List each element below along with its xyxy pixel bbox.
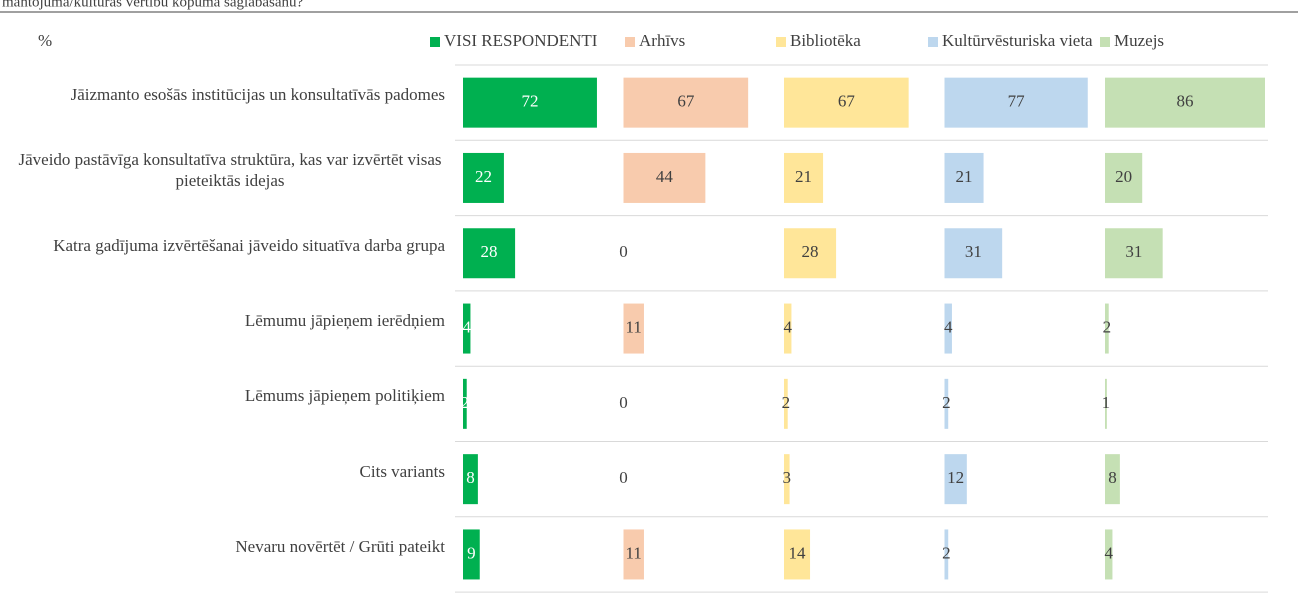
value-label: 2 [1103, 317, 1112, 336]
bar [944, 303, 952, 354]
bar [944, 228, 1003, 279]
bar [944, 529, 949, 580]
bar [1105, 378, 1107, 429]
value-label: 72 [521, 92, 538, 111]
chart-title: mantojuma/kultūras vērtību kopuma saglab… [2, 0, 304, 10]
category-label: Katra gadījuma izvērtēšanai jāveido situ… [10, 208, 445, 283]
value-label: 67 [677, 92, 695, 111]
bar [944, 378, 949, 429]
bar [463, 152, 504, 203]
bar [623, 152, 706, 203]
value-label: 0 [619, 393, 628, 412]
value-label: 14 [789, 543, 807, 562]
category-text: Jāizmanto esošās institūcijas un konsult… [70, 85, 445, 104]
bar [1105, 454, 1120, 505]
legend-swatch [928, 37, 938, 47]
category-text: Jāveido pastāvīga konsultatīva struktūra… [18, 149, 442, 190]
category-label: Lēmumu jāpieņem ierēdņiem [10, 283, 445, 358]
bar [944, 152, 984, 203]
bar [784, 378, 788, 429]
bar [1105, 228, 1163, 279]
unit-label: % [38, 31, 52, 50]
value-label: 12 [947, 468, 964, 487]
value-label: 20 [1115, 167, 1132, 186]
bar [463, 378, 467, 429]
bar [463, 454, 478, 505]
bar [623, 529, 644, 580]
bar [784, 303, 792, 354]
value-label: 21 [956, 167, 973, 186]
value-label: 11 [626, 543, 642, 562]
value-label: 86 [1177, 92, 1194, 111]
value-label: 21 [795, 167, 812, 186]
bar [944, 77, 1088, 128]
legend-label: Muzejs [1114, 31, 1164, 50]
legend-label: Bibliotēka [790, 31, 861, 50]
bar [1105, 303, 1109, 354]
bar [784, 77, 909, 128]
value-label: 67 [838, 92, 856, 111]
value-label: 28 [802, 242, 819, 261]
value-label: 2 [942, 543, 951, 562]
bar [1105, 152, 1143, 203]
value-label: 77 [1008, 92, 1026, 111]
bar [1105, 529, 1113, 580]
category-text: Lēmumu jāpieņem ierēdņiem [244, 310, 445, 330]
value-label: 22 [475, 167, 492, 186]
category-text: Cits variants [359, 461, 445, 481]
value-label: 4 [783, 317, 792, 336]
value-label: 2 [461, 393, 470, 412]
value-label: 31 [1125, 242, 1142, 261]
value-label: 2 [942, 393, 951, 412]
bar [784, 454, 790, 505]
value-label: 11 [626, 317, 642, 336]
bar [623, 77, 749, 128]
category-label: Nevaru novērtēt / Grūti pateikt [10, 509, 445, 584]
value-label: 31 [965, 242, 982, 261]
category-text: Nevaru novērtēt / Grūti pateikt [235, 536, 445, 556]
category-label: Jāveido pastāvīga konsultatīva struktūra… [10, 132, 445, 207]
bar [463, 77, 597, 128]
bar [623, 303, 644, 354]
category-label: Jāizmanto esošās institūcijas un konsult… [10, 57, 445, 132]
bar [784, 152, 824, 203]
value-label: 9 [467, 543, 476, 562]
legend-swatch [1100, 37, 1110, 47]
value-label: 44 [656, 167, 674, 186]
legend-swatch [625, 37, 635, 47]
value-label: 3 [783, 468, 792, 487]
category-text: Lēmums jāpieņem politiķiem [244, 386, 445, 406]
value-label: 1 [1102, 393, 1111, 412]
value-label: 2 [782, 393, 791, 412]
bar [1105, 77, 1265, 128]
bar [463, 529, 480, 580]
bar [463, 228, 516, 279]
bar [463, 303, 471, 354]
value-label: 0 [619, 242, 628, 261]
legend-label: Kultūrvēsturiska vieta [942, 31, 1093, 50]
value-label: 4 [462, 317, 471, 336]
category-label: Lēmums jāpieņem politiķiem [10, 358, 445, 433]
category-label: Cits variants [10, 434, 445, 509]
legend-swatch [430, 37, 440, 47]
bar [784, 529, 811, 580]
value-label: 4 [1104, 543, 1113, 562]
value-label: 8 [466, 468, 475, 487]
category-text: Katra gadījuma izvērtēšanai jāveido situ… [53, 235, 445, 255]
value-label: 8 [1108, 468, 1117, 487]
value-label: 4 [944, 317, 953, 336]
legend-swatch [776, 37, 786, 47]
legend-label: VISI RESPONDENTI [444, 31, 598, 50]
bar [944, 454, 967, 505]
value-label: 28 [481, 242, 498, 261]
legend-label: Arhīvs [639, 31, 685, 50]
bar [784, 228, 837, 279]
value-label: 0 [619, 468, 628, 487]
